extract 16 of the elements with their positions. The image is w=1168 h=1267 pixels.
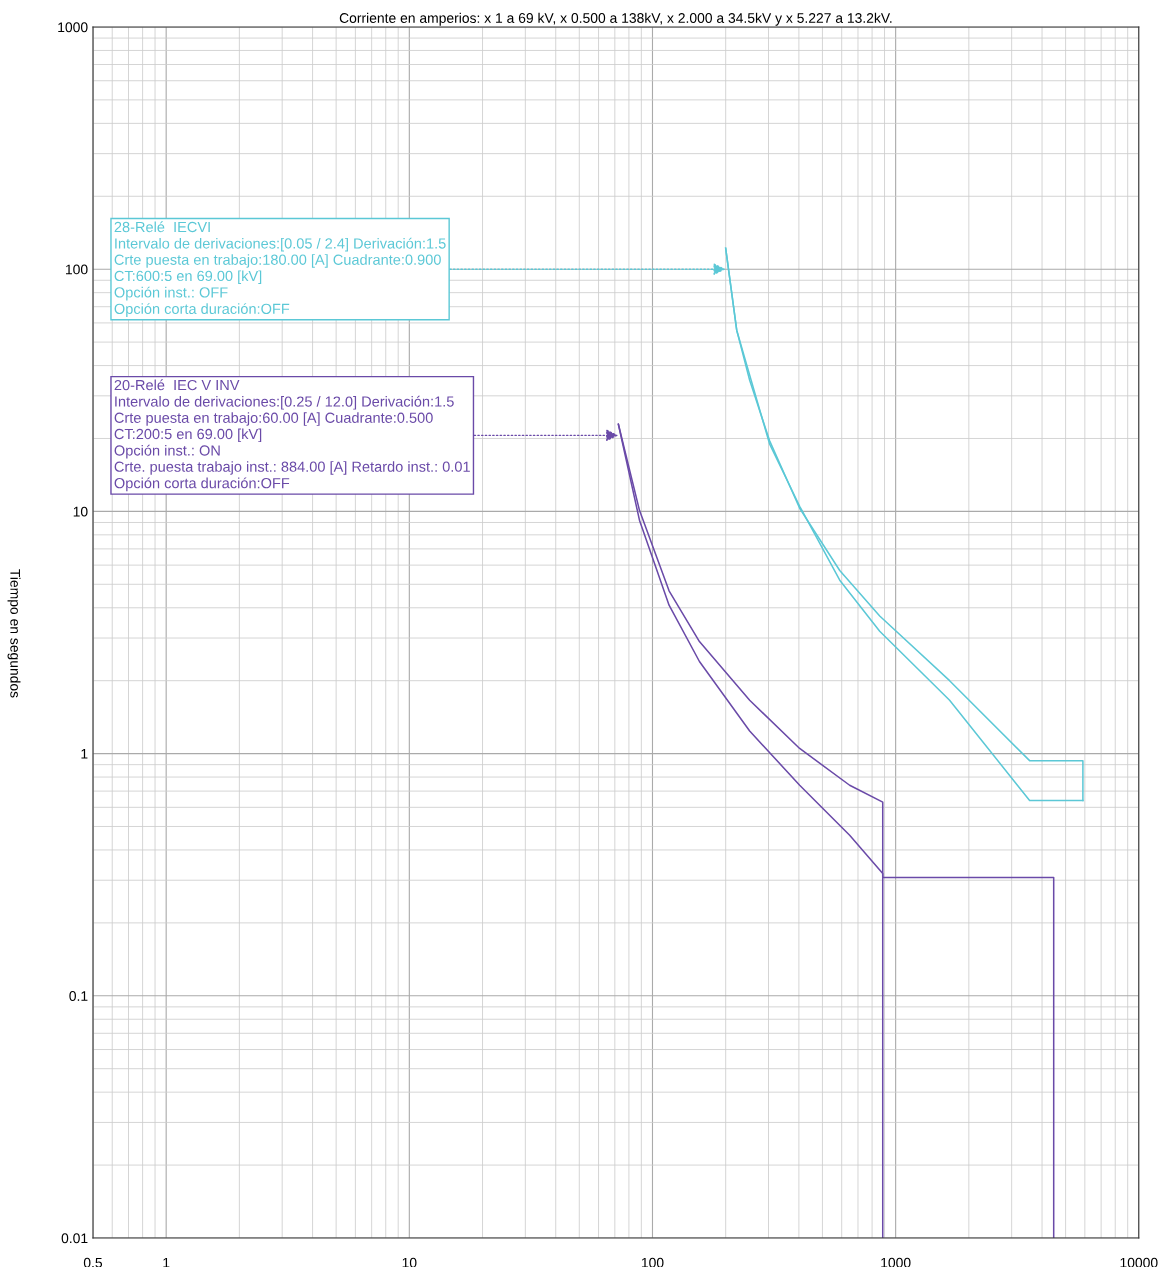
y-tick-label: 1 bbox=[81, 749, 88, 759]
y-axis-title: Tiempo en segundos bbox=[7, 569, 21, 698]
x-tick-label: 1000 bbox=[881, 1257, 911, 1267]
annotation: 20-Relé IEC V INV Intervalo de derivaciones:[0.25 / 12.0] Derivación:1.5 Crte puesta en trabajo:60.00 [A] Cuadrante:0.500 CT:200:5 en 69.00 [kV] Opción inst.: ON Crte. puesta trabajo inst.: 884.00 [A] Retardo inst.: 0.01 Opción corta duración:OFF bbox=[114, 379, 470, 492]
x-tick-label: 10 bbox=[402, 1257, 417, 1267]
y-tick-label: 100 bbox=[66, 264, 88, 275]
annotation: 28-Relé IECVI Intervalo de derivaciones:[0.05 / 2.4] Derivación:1.5 Crte puesta en trabajo:180.00 [A] Cuadrante:0.900 CT:600:5 en 69.00 [kV] Opción inst.: OFF Opción corta duración:OFF bbox=[114, 221, 446, 317]
chart-title: Corriente en amperios: x 1 a 69 kV, x 0.500 a 138kV, x 2.000 a 34.5kV y x 5.227 a 13.2kV. bbox=[339, 12, 892, 26]
x-tick-label: 100 bbox=[641, 1257, 664, 1267]
y-tick-label: 0.01 bbox=[61, 1233, 88, 1244]
x-tick-label: 0.5 bbox=[83, 1257, 103, 1267]
y-tick-label: 10 bbox=[73, 506, 88, 517]
x-tick-label: 1 bbox=[163, 1257, 170, 1267]
y-tick-label: 1000 bbox=[58, 22, 88, 33]
y-tick-label: 0.1 bbox=[69, 991, 88, 1001]
x-tick-label: 10000 bbox=[1120, 1257, 1158, 1267]
